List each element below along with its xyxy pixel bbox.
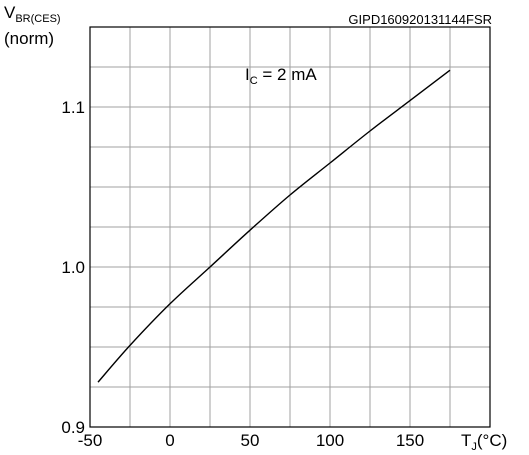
grid [90,27,490,427]
annotation-rest: = 2 mA [258,65,318,84]
annotation-sub: C [250,75,258,87]
x-tick-label: 0 [165,431,174,450]
tick-labels: -50 0 50 100 150 0.9 1.0 1.1 [61,98,424,450]
x-axis-label-main: T [461,431,471,450]
x-tick-label: 150 [396,431,424,450]
x-tick-label: 50 [241,431,260,450]
y-axis-unit: (norm) [4,29,54,48]
y-axis-label-sub: BR(CES) [15,13,60,25]
y-tick-label: 0.9 [61,418,85,437]
curve-layer [97,69,451,383]
y-axis-label-main: V [4,3,16,22]
curve-annotation: IC = 2 mA [245,65,317,87]
x-axis-label-unit: (°C) [477,431,507,450]
x-tick-label: 100 [316,431,344,450]
y-axis-label: VBR(CES) [4,3,61,25]
y-tick-label: 1.1 [61,98,85,117]
y-tick-label: 1.0 [61,258,85,277]
chart-code: GIPD160920131144FSR [348,12,492,27]
x-tick-label: -50 [78,431,103,450]
x-axis-label: TJ(°C) [461,431,507,453]
x-axis-label-sub: J [471,441,477,453]
annotation-main: I [245,65,250,84]
series-line [97,69,451,383]
plot-frame [89,26,491,428]
